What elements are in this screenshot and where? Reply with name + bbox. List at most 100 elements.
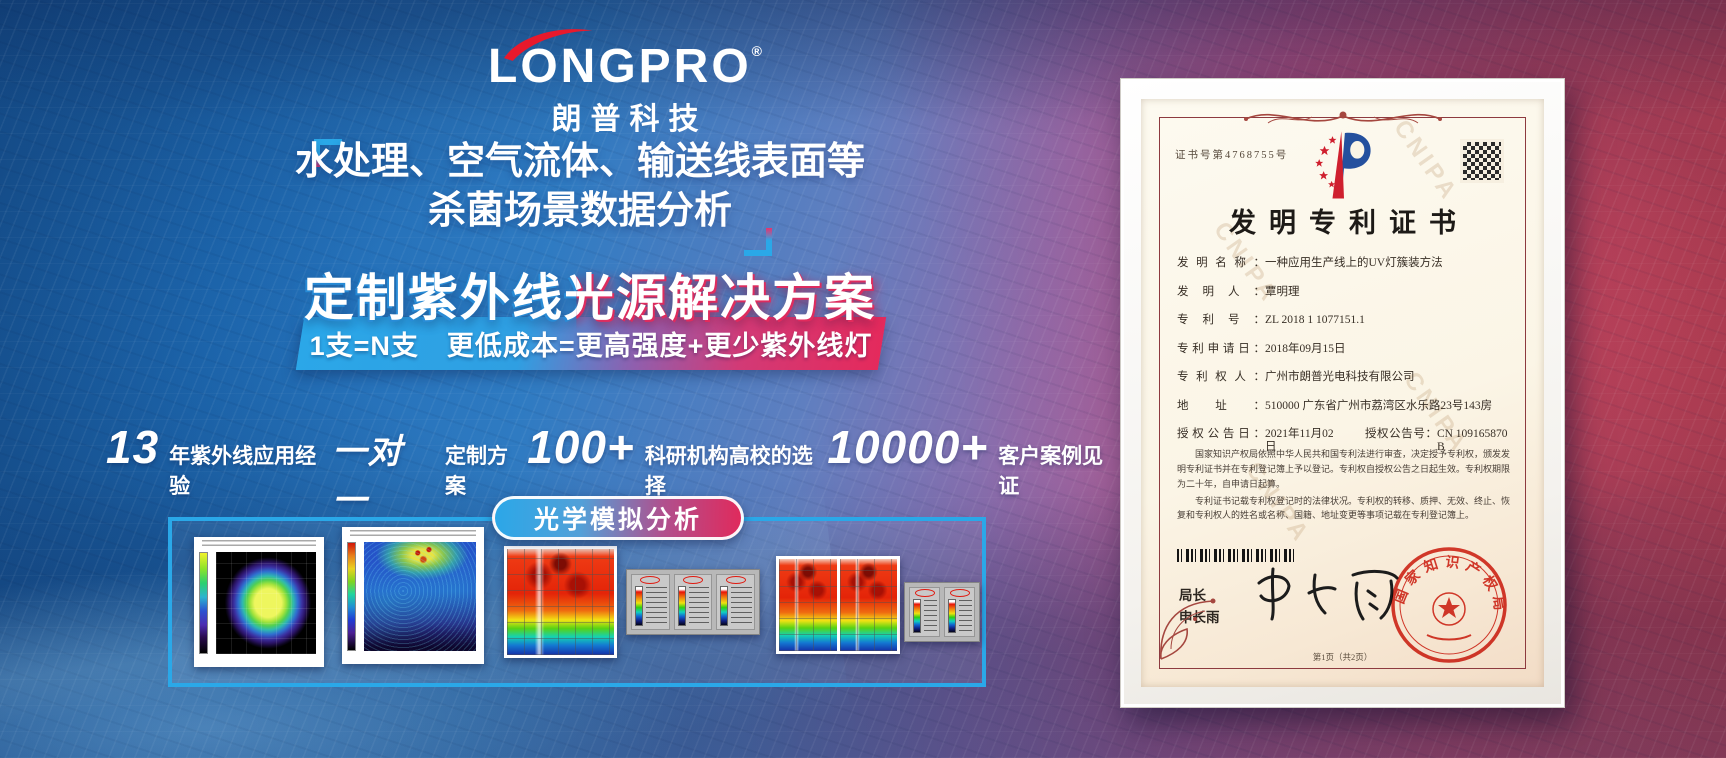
field-label: 专利权人: [1177, 371, 1265, 384]
certificate-fields: 发明名称 一种应用生产线上的UV灯簇装方法 发明人 覃明理 专利号 ZL 201…: [1177, 257, 1514, 470]
tick-labels: [646, 587, 667, 625]
brand-name: LONGPRO: [488, 40, 752, 93]
highlight-ellipse: [683, 576, 703, 584]
headline: 水处理、空气流体、输送线表面等 杀菌场景数据分析: [250, 138, 910, 235]
plot-area: [507, 549, 614, 655]
stat-value: 10000+: [827, 421, 989, 473]
field-value: ZL 2018 1 1077151.1: [1265, 314, 1365, 326]
solution-title: 定制紫外线光源解决方案: [250, 258, 576, 330]
headline-line2: 杀菌场景数据分析: [427, 189, 732, 232]
field-value: 510000 广东省广州市荔湾区水乐路23号143房: [1265, 399, 1493, 412]
field-value: 广州市朗普光电科技有限公司: [1265, 371, 1415, 383]
field-row: 专利号 ZL 2018 1 1077151.1: [1177, 314, 1514, 327]
heatmap-scatter-map: [342, 527, 484, 664]
plot-area: [839, 559, 897, 651]
plot-area: [779, 559, 837, 651]
certificate-footer: 第1页（共2页）: [1312, 652, 1373, 662]
colorbar: [720, 586, 729, 626]
field-value: CN 109165870 B: [1436, 428, 1508, 453]
quote-close-icon: [742, 226, 772, 256]
barcode: [1177, 549, 1295, 562]
patent-certificate-frame: CNIPA CNIPA CNIPA CNIPA 证书号第4768755号: [1120, 78, 1565, 708]
solution-title-overlay: 定制紫外线光源解决方案: [304, 270, 876, 326]
heatmap-beam-profile: [194, 537, 324, 667]
colorbar-scale: [909, 587, 940, 637]
colorbar: [913, 599, 921, 633]
highlight-ellipse: [914, 589, 935, 597]
ornament-flourish-icon: [1238, 103, 1448, 133]
quote-open-icon: [314, 139, 344, 169]
signature-icon: [1249, 561, 1409, 625]
highlight-ellipse: [949, 589, 970, 597]
stat-experience: 13 年紫外线应用经验: [106, 420, 332, 500]
highlight-ellipse: [725, 576, 746, 584]
field-value: 2018年09月15日: [1265, 342, 1346, 355]
field-row: 地址 510000 广东省广州市荔湾区水乐路23号143房: [1177, 400, 1514, 413]
signer-name: 申长雨: [1179, 610, 1220, 625]
registered-mark: ®: [751, 43, 762, 59]
stat-one-on-one: 一对一 定制方案: [332, 424, 527, 522]
field-value: 覃明理: [1265, 285, 1300, 298]
colorbar-legend-panel: [626, 569, 760, 635]
official-seal-icon: 国家知识产权局: [1387, 543, 1511, 667]
signer-title: 局长: [1179, 588, 1206, 603]
colorbar: [199, 552, 208, 654]
field-row: 发明人 覃明理: [1177, 286, 1514, 299]
stat-label: 定制方案: [445, 445, 509, 498]
cnipa-logo-icon: [1313, 127, 1375, 201]
legal-paragraph: 国家知识产权局依照中华人民共和国专利法进行审查，决定授予专利权，颁发发明专利证书…: [1177, 449, 1511, 489]
qr-code: [1460, 139, 1504, 183]
corner-flourish-icon: [1147, 593, 1221, 667]
field-row: 专利权人 广州市朗普光电科技有限公司: [1177, 371, 1514, 384]
field-row: 专利申请日 2018年09月15日: [1177, 343, 1514, 356]
stat-label: 年紫外线应用经验: [169, 445, 317, 498]
field-label: 专利申请日: [1177, 343, 1265, 356]
simulation-badge-label: 光学模拟分析: [533, 506, 702, 534]
tick-labels: [959, 600, 972, 632]
certificate-number: 证书号第4768755号: [1175, 150, 1289, 161]
chart-caption-lines: [350, 530, 476, 538]
field-label: 发明名称: [1177, 257, 1265, 270]
brand-logo: LONGPRO® 朗普科技: [455, 24, 795, 138]
stat-value: 100+: [527, 421, 635, 473]
certificate-legal-text: 国家知识产权局依照中华人民共和国专利法进行审查，决定授予专利权，颁发发明专利证书…: [1177, 447, 1510, 525]
stat-value: 13: [106, 421, 160, 473]
stat-institutions: 100+ 科研机构高校的选择: [527, 420, 827, 500]
field-row: 授权公告日 2021年11月02日 授权公告号 CN 109165870 B: [1177, 428, 1514, 454]
simulation-box: [168, 517, 986, 687]
field-label: 地址: [1177, 400, 1265, 413]
field-value: 2021年11月02日: [1265, 428, 1334, 453]
colorbar-legend-panel: [904, 582, 980, 642]
chart-caption-lines: [202, 540, 316, 548]
legal-paragraph: 专利证书记载专利权登记时的法律状况。专利权的转移、质押、无效、终止、恢复和专利权…: [1177, 495, 1511, 521]
stat-label: 科研机构高校的选择: [644, 445, 813, 498]
signer-block: 局长 申长雨: [1179, 585, 1220, 629]
highlight-ellipse: [640, 576, 661, 584]
plot-area: [216, 552, 316, 654]
heatmap-intensity-map-wide: [776, 556, 900, 654]
field-label: 专利号: [1177, 314, 1265, 327]
tick-labels: [688, 587, 710, 625]
colorbar-scale: [631, 574, 670, 630]
colorbar-scale: [716, 574, 756, 630]
colorbar-scale: [673, 574, 713, 630]
tick-labels: [731, 587, 753, 625]
colorbar: [677, 586, 686, 626]
logo-swoosh-icon: [492, 22, 606, 64]
stat-value: 一对一: [332, 433, 403, 520]
field-value: 一种应用生产线上的UV灯簇装方法: [1265, 257, 1443, 269]
stats-row: 13 年紫外线应用经验 一对一 定制方案 100+ 科研机构高校的选择 1000…: [106, 420, 1118, 522]
brand-subname: 朗普科技: [551, 103, 708, 137]
simulation-badge: 光学模拟分析: [492, 496, 744, 540]
headline-line1: 水处理、空气流体、输送线表面等: [294, 141, 865, 183]
certificate-title: 发明专利证书: [1229, 208, 1469, 238]
field-label: 授权公告号: [1365, 428, 1437, 454]
field-label: 授权公告日: [1177, 428, 1265, 454]
plot-area: [364, 542, 476, 651]
colorbar: [347, 542, 356, 651]
patent-certificate: CNIPA CNIPA CNIPA CNIPA 证书号第4768755号: [1141, 99, 1544, 687]
heatmap-intensity-map: [504, 546, 617, 658]
colorbar: [635, 586, 643, 626]
tick-labels: [924, 600, 937, 632]
